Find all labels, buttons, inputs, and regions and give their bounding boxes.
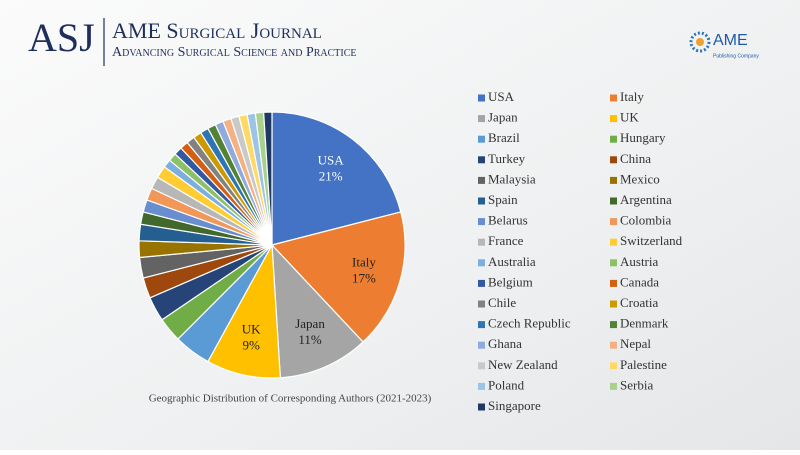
legend-label: Canada [620, 274, 659, 289]
slice-category-label: UK [242, 321, 261, 336]
legend-label: Argentina [620, 192, 672, 207]
legend-swatch [478, 94, 485, 102]
legend-swatch [610, 279, 617, 287]
pie-slice [263, 111, 273, 246]
legend-label: Serbia [620, 377, 653, 392]
legend-label: Czech Republic [488, 316, 571, 331]
slice-category-label: USA [318, 152, 345, 167]
legend-label: Malaysia [488, 171, 536, 186]
legend-swatch [610, 238, 617, 246]
legend-swatch [478, 321, 485, 329]
slice-category-label: Japan [295, 316, 325, 331]
legend-swatch [478, 218, 485, 226]
legend-label: Switzerland [620, 233, 683, 248]
legend-label: Denmark [620, 316, 669, 331]
slice-value-label: 17% [352, 271, 376, 286]
legend-swatch [610, 300, 617, 308]
legend-swatch [610, 341, 617, 349]
legend-swatch [478, 135, 485, 143]
publisher-logo: AME Publishing Company [689, 31, 759, 59]
publisher-name: AME [713, 32, 748, 49]
legend-label: Spain [488, 192, 518, 207]
legend-swatch [610, 259, 617, 267]
legend-swatch [610, 135, 617, 143]
legend-label: UK [620, 110, 639, 125]
legend-label: Chile [488, 295, 516, 310]
legend-label: France [488, 233, 524, 248]
publisher-icon [689, 31, 711, 53]
legend-swatch [478, 156, 485, 164]
legend-label: Colombia [620, 213, 672, 228]
legend-swatch [478, 403, 485, 411]
legend-label: Palestine [620, 357, 667, 372]
pie-slice [271, 243, 364, 379]
legend-swatch [610, 176, 617, 184]
slice-value-label: 9% [242, 337, 260, 352]
legend-swatch [478, 176, 485, 184]
slice-value-label: 21% [319, 168, 343, 183]
legend-label: Hungary [620, 130, 666, 145]
legend-swatch [478, 382, 485, 390]
legend-label: Belarus [488, 213, 528, 228]
journal-subtitle: Advancing Surgical Science and Practice [112, 45, 357, 60]
legend-swatch [610, 156, 617, 164]
legend-swatch [610, 218, 617, 226]
legend-label: Belgium [488, 274, 533, 289]
legend-label: Singapore [488, 398, 541, 413]
legend-swatch [610, 197, 617, 205]
journal-title: AME Surgical Journal [112, 18, 322, 43]
publisher-icon-core [696, 38, 704, 46]
legend-swatch [610, 321, 617, 329]
legend-label: Turkey [488, 151, 526, 166]
legend-swatch [478, 259, 485, 267]
legend-label: Australia [488, 254, 536, 269]
legend-swatch [478, 115, 485, 123]
legend-label: Mexico [620, 171, 660, 186]
legend-swatch [610, 115, 617, 123]
legend-swatch [478, 238, 485, 246]
legend-swatch [610, 362, 617, 370]
legend-swatch [478, 197, 485, 205]
slice-category-label: Italy [352, 255, 376, 270]
legend-swatch [610, 94, 617, 102]
legend-label: Poland [488, 377, 525, 392]
legend-swatch [478, 279, 485, 287]
legend-swatch [610, 382, 617, 390]
legend-label: Japan [488, 110, 518, 125]
legend-label: Brazil [488, 130, 520, 145]
legend-label: Italy [620, 89, 644, 104]
legend-label: USA [488, 89, 515, 104]
publisher-tagline: Publishing Company [713, 53, 759, 59]
legend-label: Ghana [488, 336, 522, 351]
pie-slice [270, 211, 406, 343]
slice-value-label: 11% [298, 332, 322, 347]
pie-slice [271, 111, 402, 246]
legend-label: Croatia [620, 295, 658, 310]
journal-logo: ASJ [28, 15, 95, 60]
legend-label: New Zealand [488, 357, 558, 372]
legend-label: China [620, 151, 651, 166]
chart-caption: Geographic Distribution of Corresponding… [149, 393, 432, 405]
legend-label: Nepal [620, 336, 651, 351]
legend-swatch [478, 362, 485, 370]
legend-swatch [478, 300, 485, 308]
legend-swatch [478, 341, 485, 349]
legend-label: Austria [620, 254, 659, 269]
